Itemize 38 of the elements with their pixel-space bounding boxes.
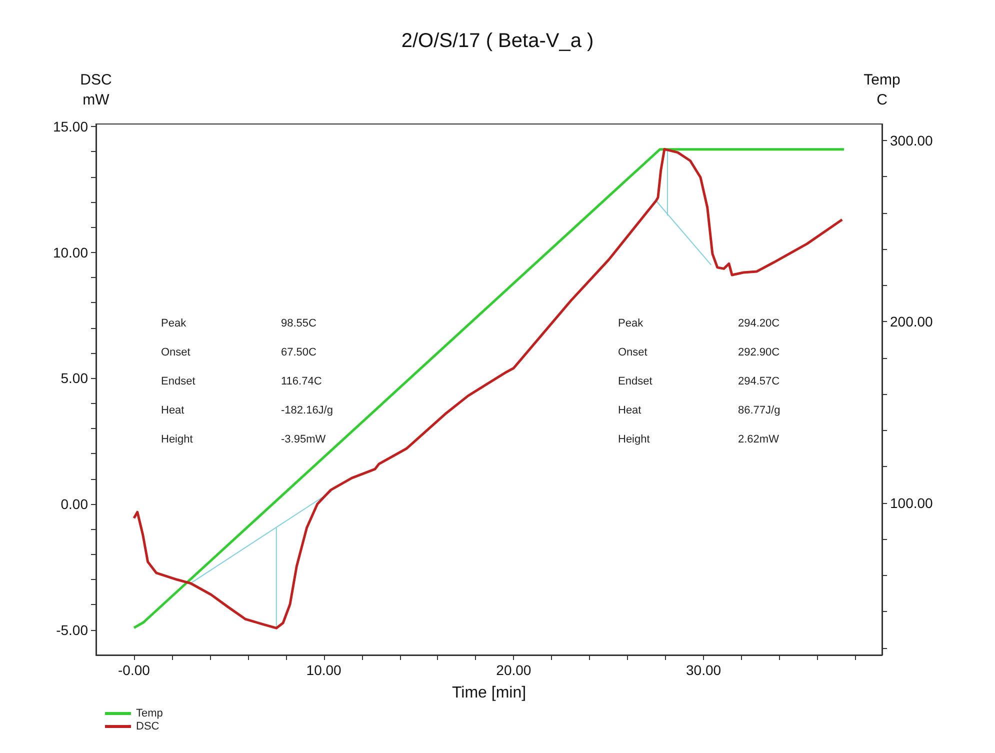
annotation: Onset — [161, 346, 190, 358]
x-tick-label: 10.00 — [306, 662, 342, 678]
annotation: Peak — [161, 318, 187, 330]
y-tick-label: 5.00 — [60, 370, 88, 386]
x-tick-label: 30.00 — [686, 662, 722, 678]
annotation: -3.95mW — [281, 434, 326, 446]
annotation: Height — [618, 434, 650, 446]
annotation: 2.62mW — [738, 434, 780, 446]
y2-tick-label: 300.00 — [890, 132, 934, 148]
y-tick-label: 10.00 — [52, 244, 88, 260]
y-tick-label: -5.00 — [56, 622, 88, 638]
annotation: Endset — [618, 376, 652, 388]
annotation: 86.77J/g — [738, 404, 780, 416]
annotation: Height — [161, 434, 193, 446]
x-axis-title: Time [min] — [452, 684, 526, 702]
y-tick-label: 15.00 — [52, 118, 88, 135]
y-tick-label: 0.00 — [60, 496, 88, 512]
annotation: 294.57C — [738, 376, 780, 388]
y2-tick-label: 100.00 — [890, 494, 934, 511]
x-tick-label: 20.00 — [496, 662, 532, 678]
legend-label: Temp — [136, 708, 163, 720]
annotation: Heat — [161, 404, 184, 416]
annotation: Peak — [618, 318, 644, 330]
y2-tick-label: 200.00 — [890, 314, 934, 330]
annotation: 98.55C — [281, 318, 317, 330]
annotation: 292.90C — [738, 346, 780, 358]
chart-title: 2/O/S/17 ( Beta-V_a ) — [401, 30, 594, 52]
x-tick-label: -0.00 — [118, 662, 150, 678]
annotation: Endset — [161, 376, 196, 388]
annotation: 116.74C — [281, 376, 322, 388]
legend-label: DSC — [136, 720, 160, 732]
annotation: -182.16J/g — [281, 404, 333, 416]
y-axis-title: DSC mW — [80, 72, 112, 108]
annotation: 67.50C — [281, 346, 317, 358]
annotation: Onset — [618, 346, 648, 358]
y2-axis-title: Temp C — [864, 72, 900, 108]
annotation: Heat — [618, 404, 642, 416]
annotation: 294.20C — [738, 318, 780, 330]
